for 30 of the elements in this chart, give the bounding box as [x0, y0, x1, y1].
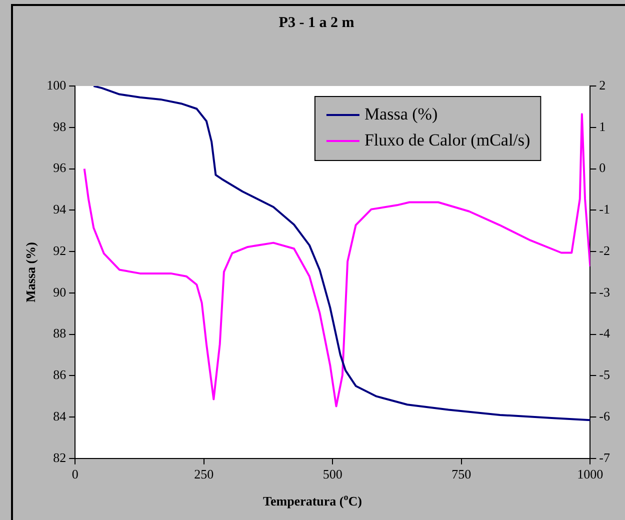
- y-axis-title: Massa (%): [23, 242, 38, 302]
- y-tick-label: 86: [53, 367, 67, 382]
- y2-tick-label: 0: [599, 160, 606, 176]
- y2-tick-label: 2: [599, 77, 606, 92]
- y-tick-label: 98: [53, 118, 66, 134]
- y2-tick-label: -2: [599, 242, 610, 258]
- y-tick-label: 100: [46, 77, 66, 92]
- chart-title: P3 - 1 a 2 m: [278, 14, 355, 31]
- y2-tick-label: -7: [599, 450, 610, 465]
- y-tick-label: 90: [53, 284, 66, 300]
- y-tick-label: 82: [53, 450, 66, 465]
- y2-tick-label: 1: [599, 118, 606, 134]
- x-tick-label: 1000: [577, 466, 604, 482]
- y2-tick-label: -5: [599, 367, 610, 382]
- x-tick-label: 0: [72, 466, 78, 482]
- y2-tick-label: -6: [599, 408, 610, 424]
- x-tick-label: 250: [194, 466, 214, 482]
- y-tick-label: 92: [53, 242, 66, 258]
- y2-tick-label: -4: [599, 326, 610, 341]
- y-tick-label: 84: [53, 408, 67, 424]
- y-tick-label: 88: [53, 326, 66, 341]
- y-tick-label: 96: [53, 160, 67, 176]
- y-tick-label: 94: [53, 202, 67, 217]
- x-tick-label: 750: [452, 466, 472, 482]
- legend-label: Fluxo de Calor (mCal/s): [364, 130, 530, 150]
- y2-tick-label: -1: [599, 202, 610, 217]
- x-tick-label: 500: [322, 466, 342, 482]
- x-axis-title: Temperatura ($^{o}$C): [262, 492, 363, 510]
- legend-label: Massa (%): [364, 104, 438, 124]
- y2-tick-label: -3: [599, 284, 610, 300]
